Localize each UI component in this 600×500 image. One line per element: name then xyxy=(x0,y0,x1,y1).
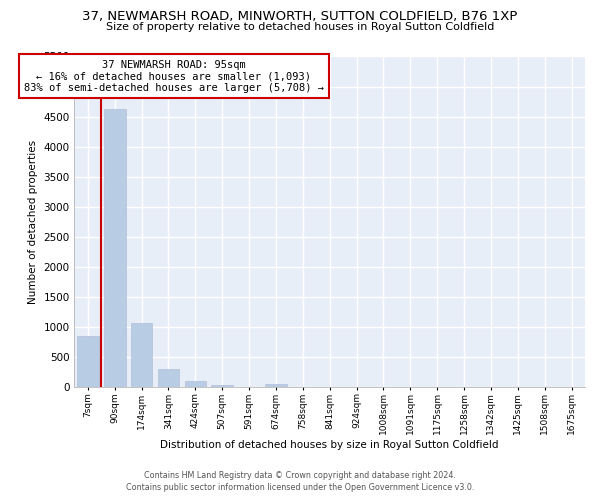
Y-axis label: Number of detached properties: Number of detached properties xyxy=(28,140,38,304)
Text: 37, NEWMARSH ROAD, MINWORTH, SUTTON COLDFIELD, B76 1XP: 37, NEWMARSH ROAD, MINWORTH, SUTTON COLD… xyxy=(82,10,518,23)
Text: 37 NEWMARSH ROAD: 95sqm
← 16% of detached houses are smaller (1,093)
83% of semi: 37 NEWMARSH ROAD: 95sqm ← 16% of detache… xyxy=(24,60,324,92)
Bar xyxy=(131,323,152,387)
Bar xyxy=(185,382,206,387)
X-axis label: Distribution of detached houses by size in Royal Sutton Coldfield: Distribution of detached houses by size … xyxy=(160,440,499,450)
Bar xyxy=(158,370,179,387)
Bar xyxy=(104,110,125,387)
Text: Size of property relative to detached houses in Royal Sutton Coldfield: Size of property relative to detached ho… xyxy=(106,22,494,32)
Bar xyxy=(77,336,98,387)
Text: Contains HM Land Registry data © Crown copyright and database right 2024.
Contai: Contains HM Land Registry data © Crown c… xyxy=(126,471,474,492)
Bar xyxy=(265,384,287,387)
Bar xyxy=(211,385,233,387)
